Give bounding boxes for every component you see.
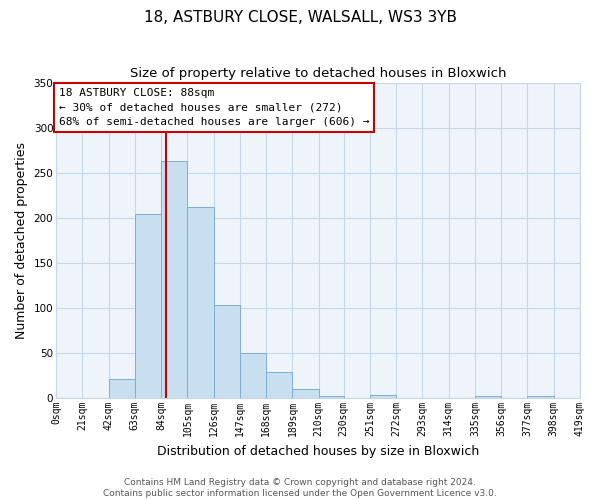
Bar [292, 389, 319, 398]
Text: 18 ASTBURY CLOSE: 88sqm
← 30% of detached houses are smaller (272)
68% of semi-d: 18 ASTBURY CLOSE: 88sqm ← 30% of detache… [59, 88, 369, 128]
Bar [161, 162, 187, 398]
Bar [187, 208, 214, 398]
Bar [109, 379, 135, 398]
Y-axis label: Number of detached properties: Number of detached properties [15, 142, 28, 339]
Bar [319, 396, 344, 398]
Bar [240, 353, 266, 398]
Bar [135, 214, 161, 398]
Bar [266, 372, 292, 398]
Title: Size of property relative to detached houses in Bloxwich: Size of property relative to detached ho… [130, 68, 506, 80]
X-axis label: Distribution of detached houses by size in Bloxwich: Distribution of detached houses by size … [157, 444, 479, 458]
Bar [370, 394, 396, 398]
Bar [475, 396, 501, 398]
Bar [527, 396, 554, 398]
Text: 18, ASTBURY CLOSE, WALSALL, WS3 3YB: 18, ASTBURY CLOSE, WALSALL, WS3 3YB [143, 10, 457, 25]
Text: Contains HM Land Registry data © Crown copyright and database right 2024.
Contai: Contains HM Land Registry data © Crown c… [103, 478, 497, 498]
Bar [214, 306, 240, 398]
